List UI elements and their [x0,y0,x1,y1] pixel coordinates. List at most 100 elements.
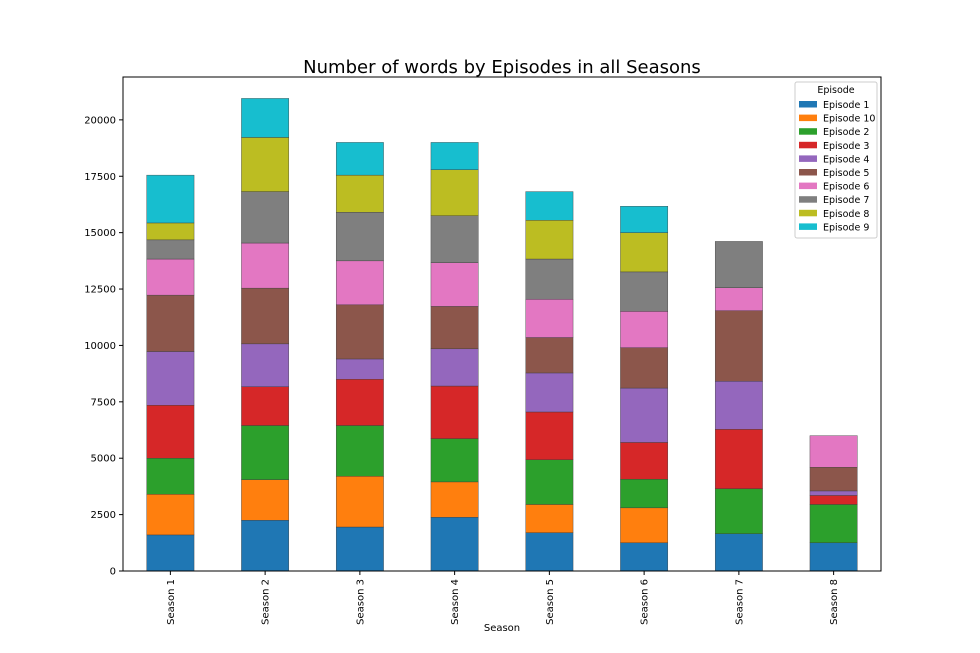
bar-segment-5-6 [525,337,574,374]
legend-label-5: Episode 4 [823,154,869,165]
x-tick-label-4: Season 4 [450,579,461,625]
bar-segment-4-2 [430,481,479,518]
bar-segment-1-8 [146,239,195,260]
x-tick-label-5: Season 5 [545,579,556,625]
plot-area-frame [122,76,882,572]
bar-segment-8-3 [809,504,858,544]
bar-segment-4-1 [430,517,479,572]
legend-label-6: Episode 5 [823,168,869,179]
bar-segment-6-7 [620,311,669,348]
chart-title: Number of words by Episodes in all Seaso… [303,57,701,78]
bar-segment-3-7 [335,260,384,306]
legend-swatch-1 [799,101,817,108]
x-tick-label-6: Season 6 [640,579,651,625]
legend-label-4: Episode 3 [823,141,869,152]
legend-label-3: Episode 2 [823,127,869,138]
bar-segment-8-4 [809,495,858,505]
bar-segment-6-4 [620,442,669,480]
bar-segment-6-10 [620,206,669,233]
bar-segment-7-5 [714,381,763,430]
bar-segment-6-1 [620,542,669,572]
bar-segment-8-6 [809,467,858,492]
legend-swatch-3 [799,128,817,135]
x-tick-label-7: Season 7 [734,579,745,625]
legend-label-8: Episode 7 [823,195,869,206]
bar-segment-7-7 [714,287,763,311]
bar-segment-2-6 [241,287,290,345]
bar-segment-2-9 [241,137,290,192]
x-axis-label: Season [484,623,520,634]
bar-segment-7-3 [714,488,763,534]
x-axis: Season 1 Season 2 Season 3 Season 4 Season 5… [166,571,840,625]
bar-segment-2-2 [241,479,290,521]
y-axis: 0 2500 5000 7500 10000 12500 15000 17500 20000 [84,115,123,578]
bar-segment-6-9 [620,232,669,273]
x-tick-label-1: Season 1 [166,579,177,625]
x-tick-label-8: Season 8 [829,579,840,625]
legend-label-10: Episode 9 [823,222,869,233]
bar-segment-3-6 [335,304,384,360]
legend-swatch-2 [799,114,817,122]
bar-segment-7-1 [714,533,763,572]
bar-segment-1-2 [146,494,195,536]
bar-segment-4-9 [430,169,479,216]
bar-segment-3-9 [335,174,384,213]
legend-label-1: Episode 1 [823,100,869,111]
bar-segment-7-6 [714,310,763,382]
y-tick-label-2: 5000 [91,454,116,465]
bar-segment-3-3 [335,425,384,477]
bar-segment-2-1 [241,520,290,572]
legend-swatch-4 [799,141,817,149]
bar-segment-2-5 [241,343,290,387]
y-tick-label-3: 7500 [91,397,116,408]
bar-segment-3-2 [335,476,384,528]
bar-segment-1-5 [146,351,195,406]
bar-segment-1-10 [146,174,195,224]
y-tick-label-7: 17500 [84,172,116,183]
bars-group [146,98,858,572]
legend-swatch-6 [799,169,817,176]
legend-swatch-10 [799,223,817,230]
bar-segment-1-6 [146,294,195,352]
x-tick-label-2: Season 2 [261,579,272,625]
bar-segment-2-8 [241,191,290,244]
bar-segment-2-3 [241,425,290,480]
bar-segment-3-5 [335,358,384,380]
bar-segment-1-1 [146,534,195,572]
y-tick-label-6: 15000 [84,228,116,239]
bar-segment-7-4 [714,429,763,489]
bar-segment-8-1 [809,542,858,572]
x-tick-label-3: Season 3 [355,579,366,625]
bar-segment-2-7 [241,242,290,289]
bar-segment-8-5 [809,490,858,496]
bar-segment-7-8 [714,241,763,288]
bar-segment-5-2 [525,504,574,533]
y-tick-label-0: 0 [110,567,116,578]
bar-segment-5-8 [525,258,574,300]
y-tick-label-5: 12500 [84,285,116,296]
legend-label-9: Episode 8 [823,209,869,220]
bar-segment-1-9 [146,222,195,241]
bar-segment-2-4 [241,386,290,426]
legend-swatch-8 [799,196,817,203]
legend-label-7: Episode 6 [823,182,869,193]
legend-swatch-9 [799,209,817,217]
bar-segment-5-9 [525,220,574,260]
legend-swatch-5 [799,155,817,162]
bar-segment-1-3 [146,458,195,495]
bar-segment-4-7 [430,262,479,307]
bar-segment-1-7 [146,258,195,296]
bar-segment-8-7 [809,435,858,468]
bar-segment-2-10 [241,98,290,138]
bar-segment-4-4 [430,385,479,439]
y-tick-label-8: 20000 [84,115,116,126]
bar-segment-6-3 [620,478,669,509]
bar-segment-4-5 [430,348,479,387]
bar-segment-5-1 [525,532,574,572]
legend: Episode Episode 1 Episode 10 Episode 2 Epis… [794,81,878,239]
bar-segment-6-6 [620,347,669,389]
bar-segment-1-4 [146,405,195,459]
bar-segment-6-5 [620,387,669,443]
bar-segment-3-1 [335,526,384,572]
bar-segment-6-8 [620,271,669,312]
